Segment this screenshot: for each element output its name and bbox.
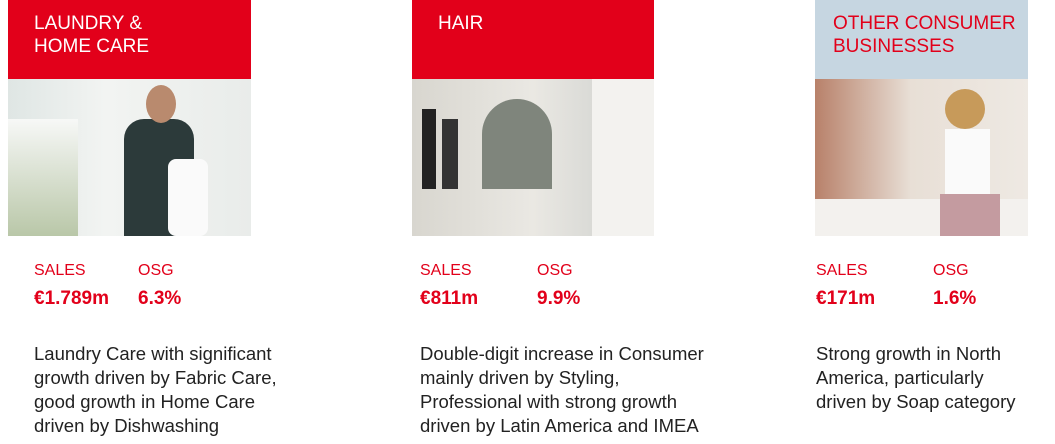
- card-title: HAIR: [412, 0, 654, 79]
- osg-label: OSG: [537, 262, 573, 280]
- photo: [815, 79, 1028, 236]
- card: LAUNDRY & HOME CARE: [8, 0, 251, 236]
- card-title: OTHER CONSUMER BUSINESSES: [815, 0, 1028, 79]
- osg-value: 6.3%: [138, 288, 181, 310]
- sales-label: SALES: [34, 262, 86, 280]
- photo: [8, 79, 251, 236]
- card: OTHER CONSUMER BUSINESSES: [815, 0, 1028, 236]
- photo: [412, 79, 654, 236]
- osg-label: OSG: [933, 262, 969, 280]
- sales-value: €1.789m: [34, 288, 109, 310]
- description: Strong growth in North America, particul…: [816, 342, 1016, 414]
- description: Laundry Care with significant growth dri…: [34, 342, 277, 438]
- sales-value: €171m: [816, 288, 875, 310]
- card: HAIR: [412, 0, 654, 236]
- osg-value: 9.9%: [537, 288, 580, 310]
- description: Double-digit increase in Consumer mainly…: [420, 342, 704, 438]
- card-title: LAUNDRY & HOME CARE: [8, 0, 251, 79]
- osg-value: 1.6%: [933, 288, 976, 310]
- sales-value: €811m: [420, 288, 478, 310]
- sales-label: SALES: [420, 262, 472, 280]
- sales-label: SALES: [816, 262, 868, 280]
- osg-label: OSG: [138, 262, 174, 280]
- page: LAUNDRY & HOME CARE HAIR OTHER CONSUMER …: [0, 0, 1055, 444]
